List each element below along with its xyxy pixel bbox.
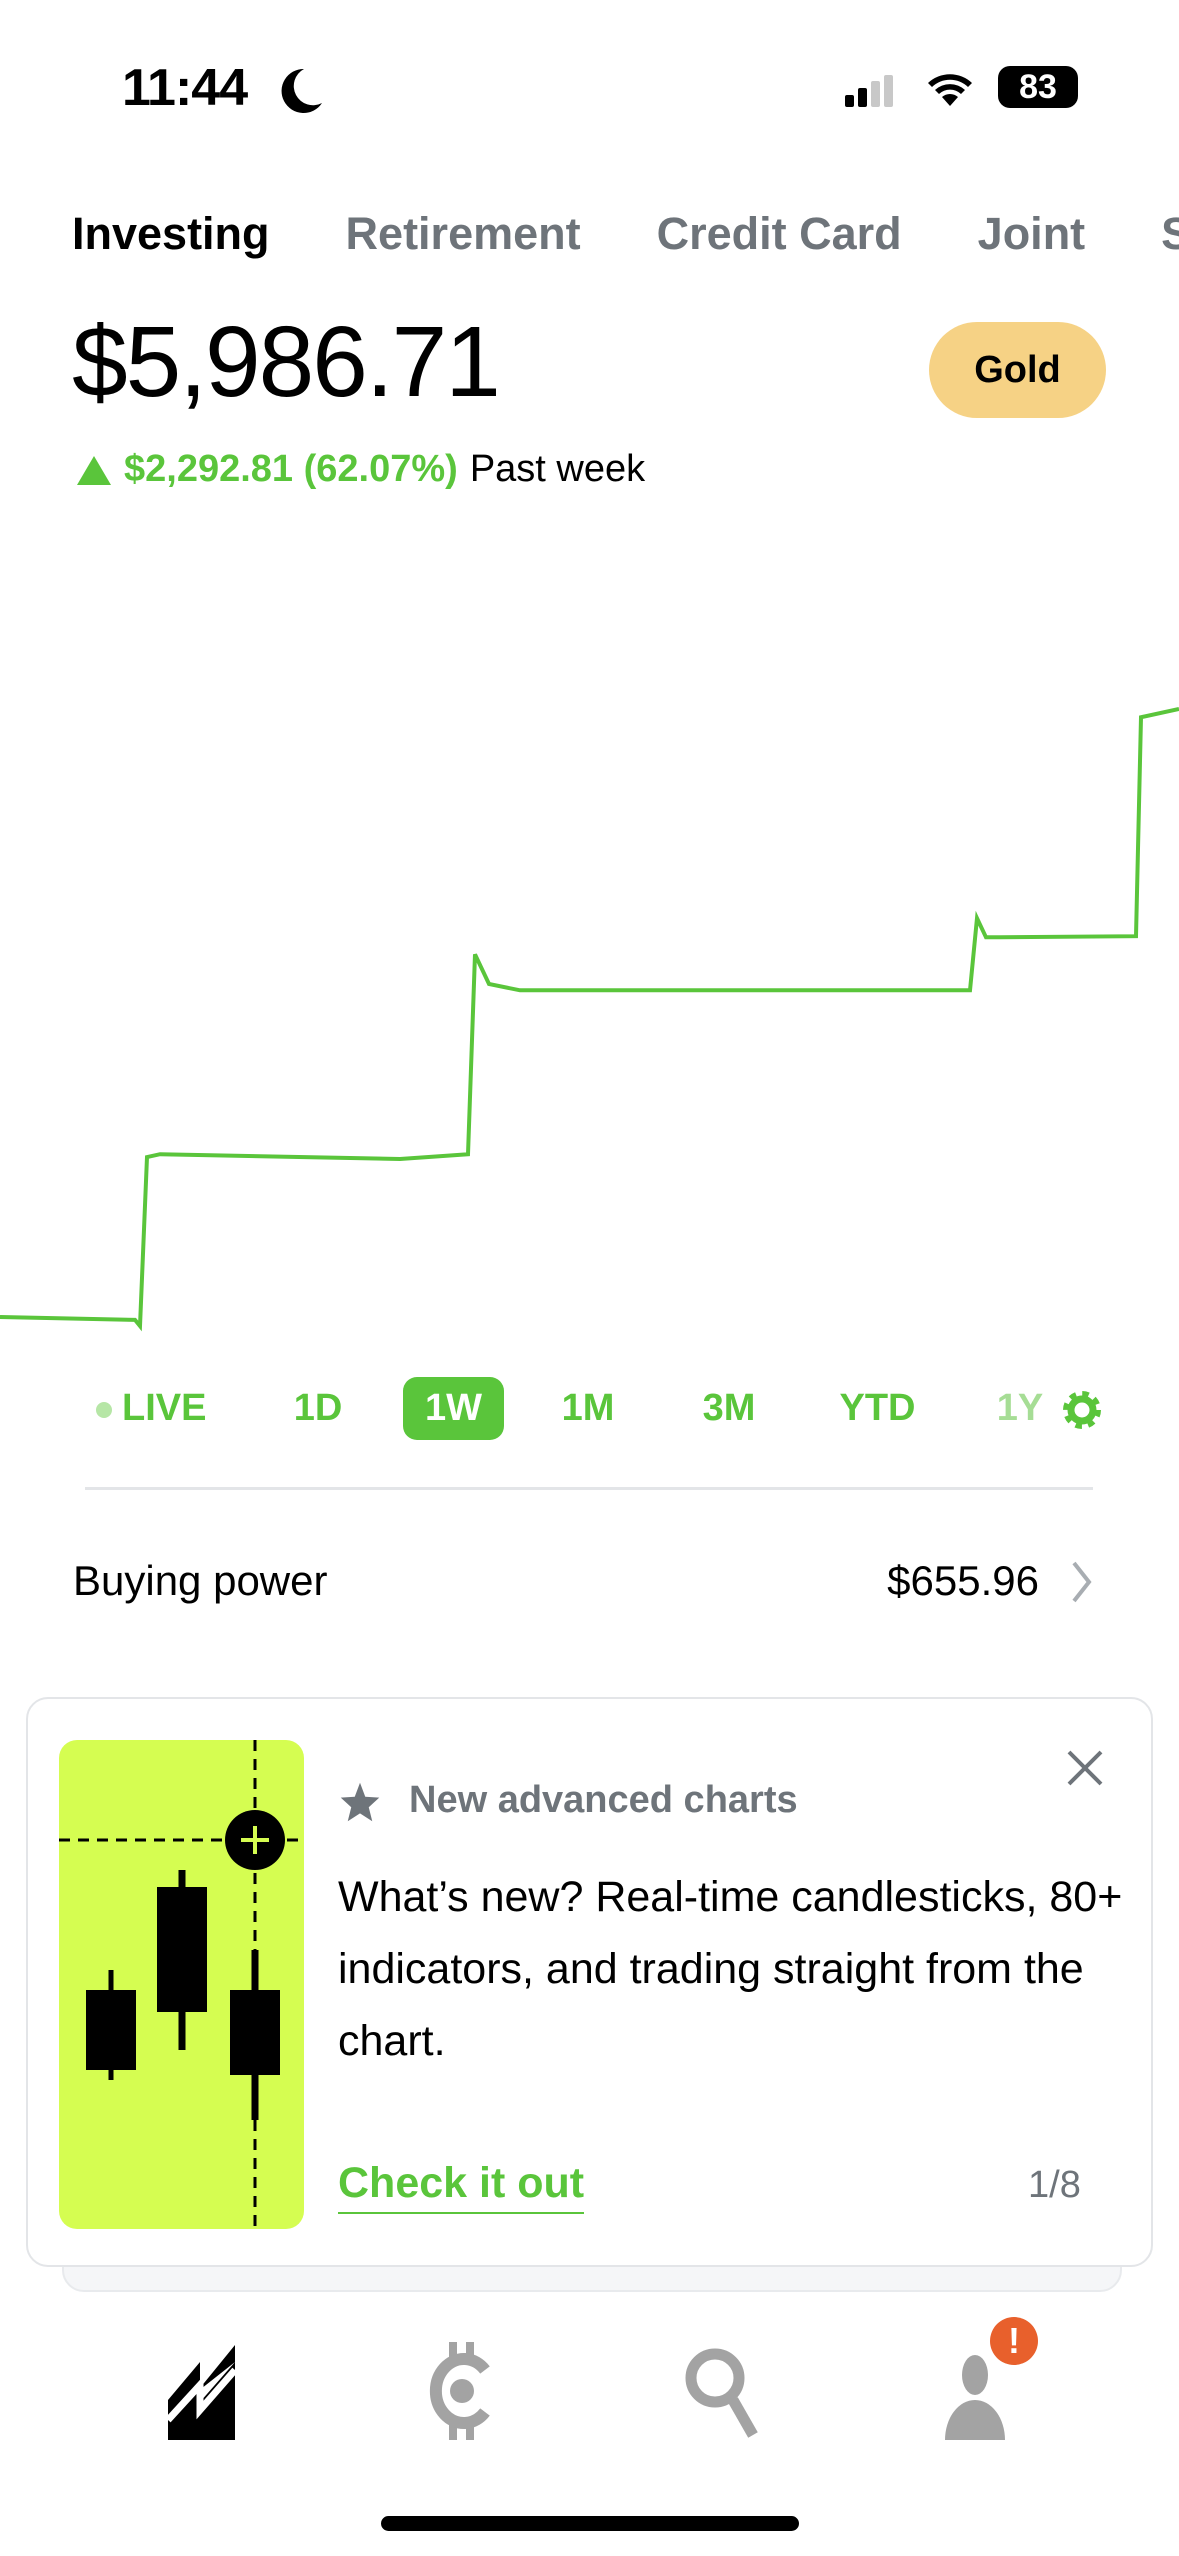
portfolio-balance: $5,986.71 (72, 306, 501, 418)
candlestick-illustration (59, 1740, 304, 2229)
promo-card[interactable]: New advanced charts What’s new? Real-tim… (26, 1697, 1153, 2267)
promo-body: What’s new? Real-time candlesticks, 80+ … (338, 1873, 1123, 2065)
tab-strategies[interactable]: Str (1161, 208, 1179, 259)
gear-icon[interactable] (1060, 1388, 1104, 1432)
close-icon[interactable] (1066, 1749, 1104, 1787)
range-ytd[interactable]: YTD (839, 1387, 916, 1429)
wifi-icon (928, 74, 972, 106)
gold-button[interactable]: Gold (929, 322, 1106, 418)
crypto-icon[interactable] (415, 2340, 505, 2440)
check-it-out-link[interactable]: Check it out (338, 2159, 585, 2214)
range-1d[interactable]: 1D (293, 1387, 343, 1429)
range-1w[interactable]: 1W (403, 1377, 504, 1440)
promo-title: New advanced charts (409, 1779, 798, 1821)
change-period: Past week (469, 448, 646, 490)
range-3m[interactable]: 3M (702, 1387, 756, 1429)
range-1y[interactable]: 1Y (996, 1387, 1044, 1429)
tab-joint[interactable]: Joint (977, 208, 1086, 259)
range-1m[interactable]: 1M (561, 1387, 615, 1429)
range-selector: LIVE 1D 1W 1M 3M YTD 1Y (0, 1377, 1179, 1440)
battery-icon: 83 (998, 66, 1078, 108)
notification-badge: ! (990, 2317, 1038, 2365)
live-dot-icon (96, 1402, 112, 1418)
promo-pager: 1/8 (1028, 2164, 1081, 2206)
tab-investing[interactable]: Investing (72, 208, 270, 259)
range-live[interactable]: LIVE (122, 1387, 207, 1429)
tab-credit-card[interactable]: Credit Card (656, 208, 902, 259)
investing-icon[interactable] (165, 2340, 255, 2440)
chart-line (0, 707, 1179, 1332)
search-icon[interactable] (675, 2340, 765, 2440)
buying-power-label[interactable]: Buying power (73, 1557, 328, 1604)
portfolio-chart[interactable] (0, 600, 1179, 1360)
up-triangle-icon (77, 455, 111, 485)
signal-icon (845, 75, 893, 107)
divider (85, 1487, 1093, 1490)
portfolio-change: $2,292.81 (62.07%) Past week (76, 448, 645, 491)
star-icon (340, 1782, 380, 1822)
chevron-right-icon[interactable] (1070, 1560, 1094, 1604)
change-amount: $2,292.81 (62.07%) (124, 448, 458, 490)
account-icon[interactable] (935, 2340, 1025, 2440)
moon-icon (281, 68, 322, 113)
buying-power-value[interactable]: $655.96 (887, 1557, 1039, 1604)
home-indicator (381, 2516, 799, 2531)
account-tabs: Investing Retirement Credit Card Joint S… (72, 208, 1179, 260)
tab-retirement[interactable]: Retirement (345, 208, 581, 259)
status-time: 11:44 (122, 59, 248, 117)
